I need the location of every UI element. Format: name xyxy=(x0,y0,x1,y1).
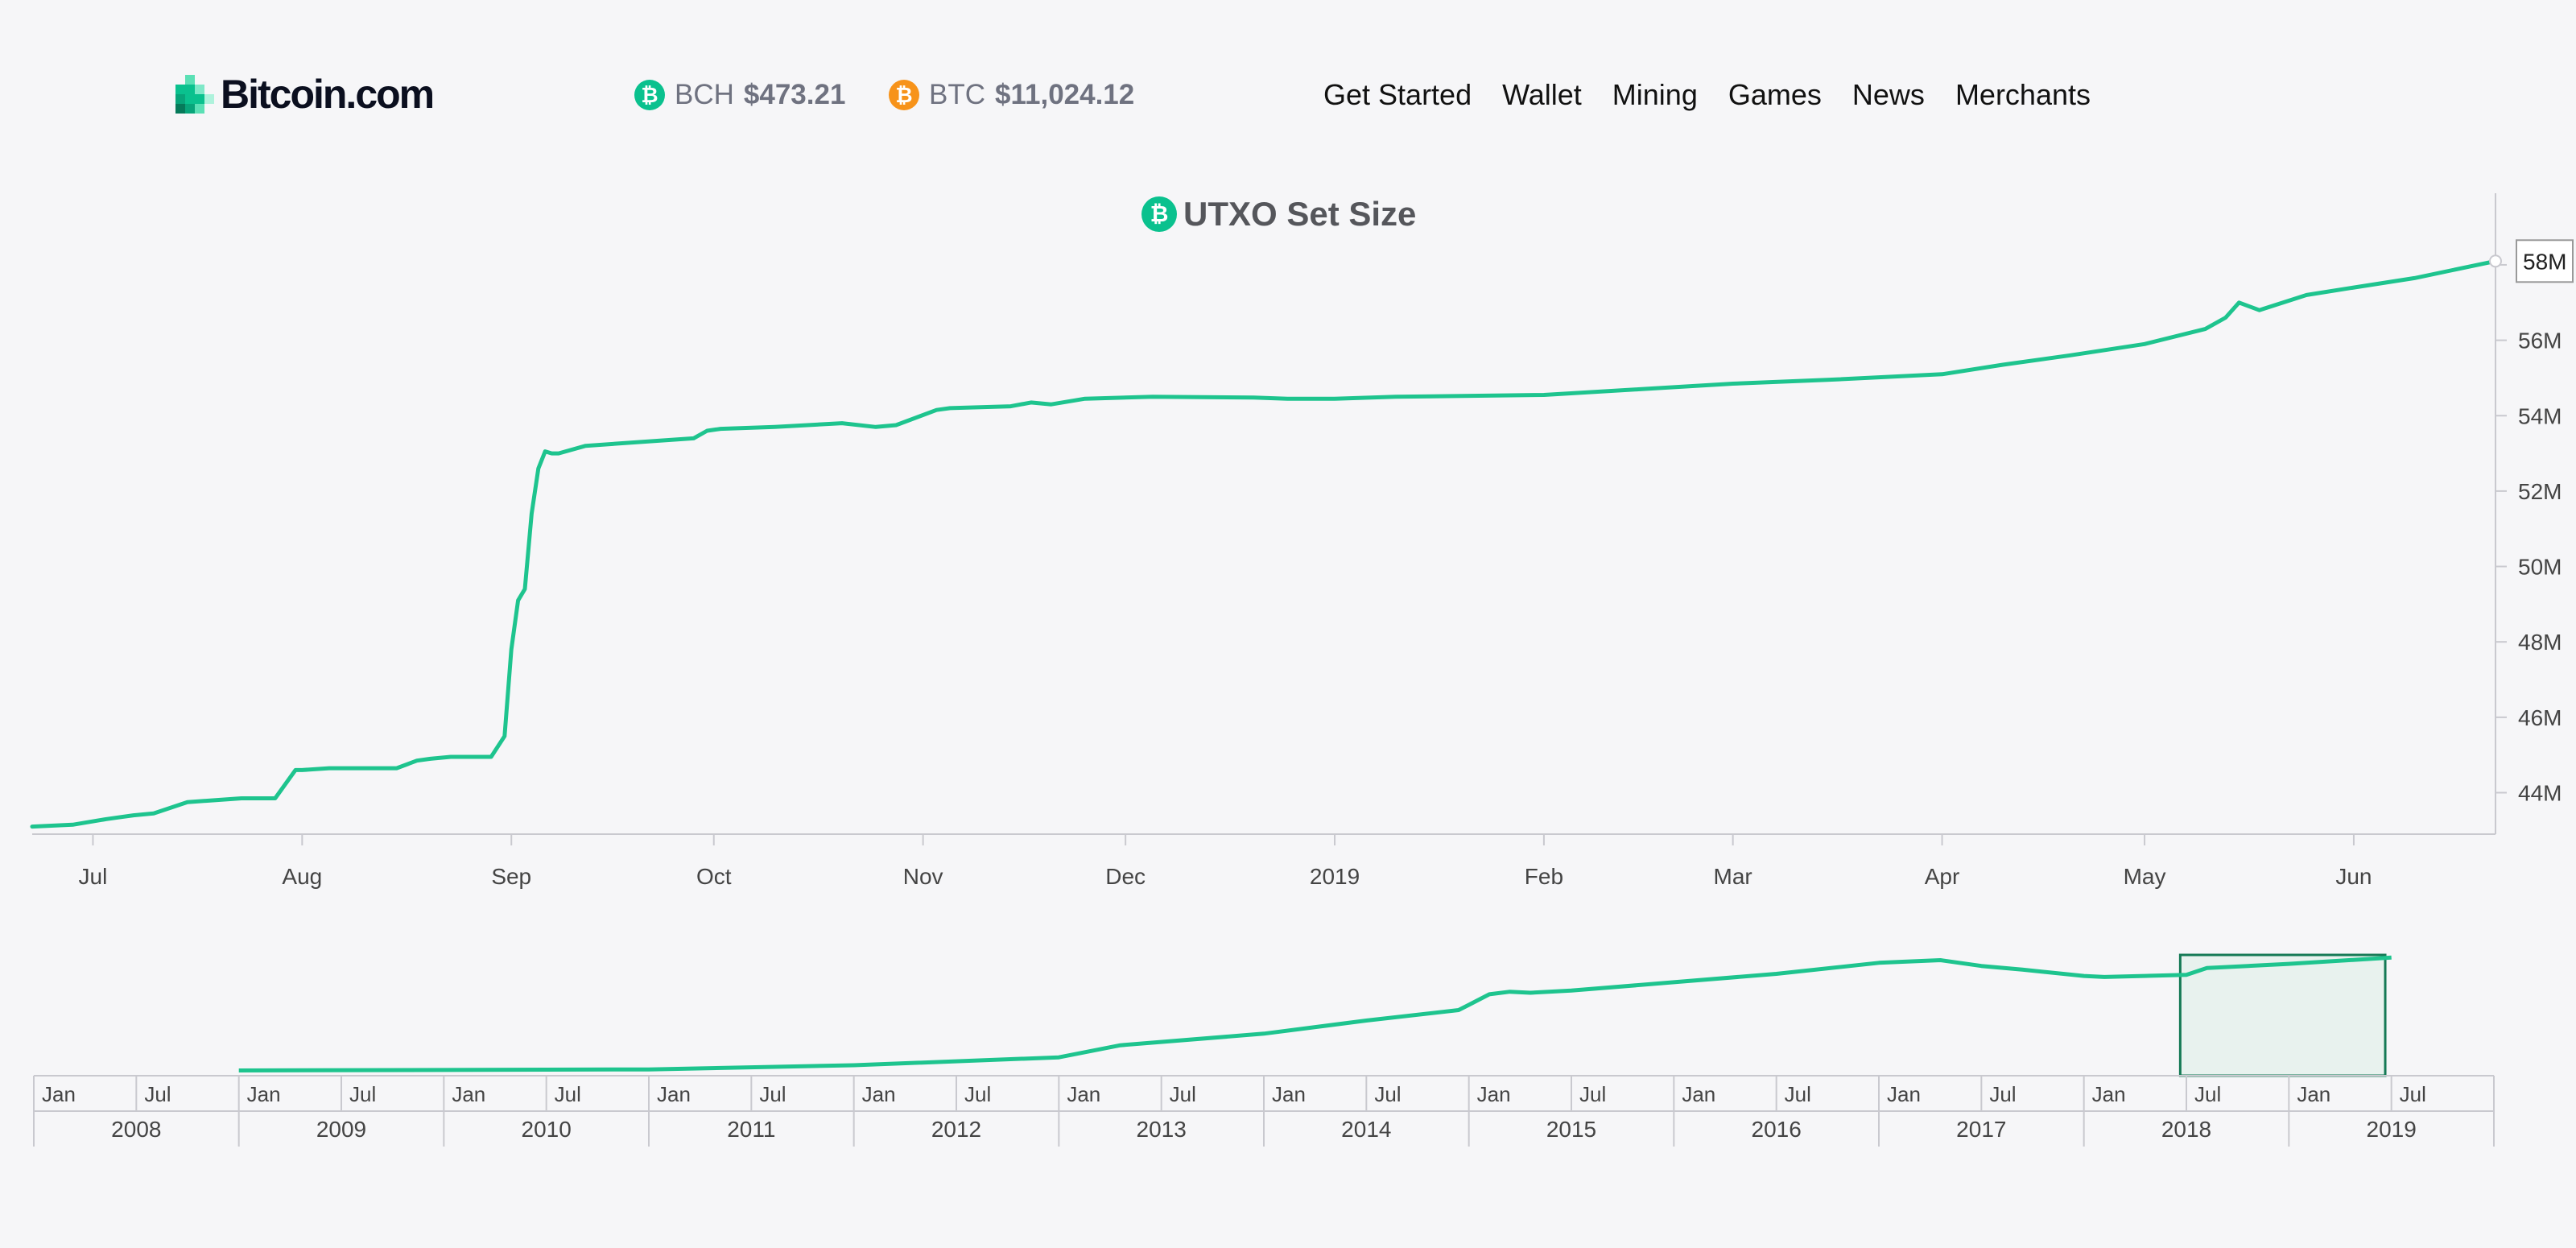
x-tick-label: Nov xyxy=(903,864,943,889)
navigator-line[interactable] xyxy=(238,955,2392,1072)
navigator-selection[interactable] xyxy=(2178,953,2387,1077)
crosshair-label: 58M xyxy=(2523,249,2566,274)
x-tick-label: 2019 xyxy=(1310,864,1360,889)
ticker-symbol: BTC xyxy=(929,79,985,110)
x-tick-label: Dec xyxy=(1105,864,1146,889)
navigator-month-label: Jul xyxy=(1785,1082,1811,1106)
navigator-month-label: Jan xyxy=(657,1082,691,1106)
navigator-month-label: Jan xyxy=(862,1082,896,1106)
logo-text: Bitcoin.com xyxy=(221,72,435,117)
navigator-year-label: 2008 xyxy=(111,1117,161,1142)
navigator-year-label: 2016 xyxy=(1752,1117,1802,1142)
main-nav: Get Started Wallet Mining Games News Mer… xyxy=(1323,72,2091,118)
x-tick-label: Apr xyxy=(1925,864,1960,889)
navigator-month-label: Jul xyxy=(2400,1082,2426,1106)
nav-games[interactable]: Games xyxy=(1728,78,1822,111)
navigator-month-label: Jul xyxy=(759,1082,786,1106)
ticker-price: $473.21 xyxy=(743,79,846,110)
top-navigation-bar: Bitcoin.com ₿ BCH $473.21 ₿ BTC $11,024.… xyxy=(0,0,2576,190)
bitcoin-com-logo[interactable]: Bitcoin.com xyxy=(175,68,435,121)
navigator-month-label: Jan xyxy=(452,1082,485,1106)
navigator-month-label: Jan xyxy=(1887,1082,1921,1106)
navigator-month-label: Jan xyxy=(1272,1082,1306,1106)
navigator-year-label: 2014 xyxy=(1341,1117,1391,1142)
navigator-month-label: Jan xyxy=(2297,1082,2330,1106)
navigator-year-label: 2012 xyxy=(931,1117,981,1142)
navigator-month-label: Jul xyxy=(964,1082,991,1106)
chart-title: ₿ UTXO Set Size xyxy=(1141,192,1416,237)
navigator-month-label: Jul xyxy=(555,1082,581,1106)
navigator-year-label: 2015 xyxy=(1546,1117,1596,1142)
crosshair-label-box xyxy=(2516,239,2574,283)
x-tick-label: Mar xyxy=(1714,864,1752,889)
ticker-btc[interactable]: ₿ BTC $11,024.12 xyxy=(889,72,1134,118)
x-tick-label: Jun xyxy=(2335,864,2372,889)
x-tick-label: Feb xyxy=(1525,864,1563,889)
nav-merchants[interactable]: Merchants xyxy=(1955,78,2091,111)
navigator-month-label: Jul xyxy=(349,1082,376,1106)
ticker-bch[interactable]: ₿ BCH $473.21 xyxy=(634,72,845,118)
navigator-month-label: Jan xyxy=(2092,1082,2126,1106)
navigator-month-label: Jan xyxy=(1067,1082,1100,1106)
navigator-month-label: Jul xyxy=(1579,1082,1606,1106)
x-tick-label: Jul xyxy=(79,864,108,889)
nav-mining[interactable]: Mining xyxy=(1612,78,1698,111)
navigator-month-label: Jul xyxy=(1170,1082,1196,1106)
navigator-year-label: 2017 xyxy=(1956,1117,2006,1142)
navigator-month-label: Jan xyxy=(42,1082,76,1106)
navigator-year-label: 2011 xyxy=(727,1117,775,1142)
navigator-year-label: 2010 xyxy=(522,1117,572,1142)
navigator-month-label: Jul xyxy=(1374,1082,1401,1106)
bch-icon: ₿ xyxy=(1141,196,1177,232)
y-tick-label: 52M xyxy=(2518,479,2562,504)
nav-get-started[interactable]: Get Started xyxy=(1323,78,1472,111)
y-tick-label: 50M xyxy=(2518,555,2562,580)
y-tick-label: 54M xyxy=(2518,403,2562,428)
navigator-year-label: 2009 xyxy=(316,1117,366,1142)
y-tick-label: 56M xyxy=(2518,329,2562,353)
navigator-month-label: Jul xyxy=(2194,1082,2221,1106)
series-line[interactable] xyxy=(30,258,2498,829)
nav-news[interactable]: News xyxy=(1852,78,1925,111)
btc-icon: ₿ xyxy=(889,80,919,110)
logo-mark-icon xyxy=(175,75,214,114)
navigator-month-label: Jul xyxy=(144,1082,171,1106)
navigator-month-label: Jan xyxy=(247,1082,281,1106)
navigator-month-label: Jan xyxy=(1682,1082,1715,1106)
y-tick-label: 44M xyxy=(2518,780,2562,805)
y-tick-label: 46M xyxy=(2518,705,2562,730)
ticker-price: $11,024.12 xyxy=(995,79,1135,110)
x-tick-label: May xyxy=(2124,864,2166,889)
bch-icon: ₿ xyxy=(634,80,665,110)
navigator-year-label: 2019 xyxy=(2367,1117,2417,1142)
navigator-month-label: Jan xyxy=(1477,1082,1511,1106)
x-tick-label: Sep xyxy=(491,864,531,889)
x-tick-label: Oct xyxy=(696,864,732,889)
x-tick-label: Aug xyxy=(282,864,322,889)
ticker-symbol: BCH xyxy=(675,79,734,110)
nav-wallet[interactable]: Wallet xyxy=(1502,78,1582,111)
navigator-month-label: Jul xyxy=(1989,1082,2016,1106)
hover-point[interactable] xyxy=(2489,254,2502,268)
navigator-year-label: 2013 xyxy=(1137,1117,1187,1142)
chart-title-text: UTXO Set Size xyxy=(1183,195,1417,233)
y-tick-label: 48M xyxy=(2518,630,2562,655)
navigator-year-label: 2018 xyxy=(2161,1117,2211,1142)
